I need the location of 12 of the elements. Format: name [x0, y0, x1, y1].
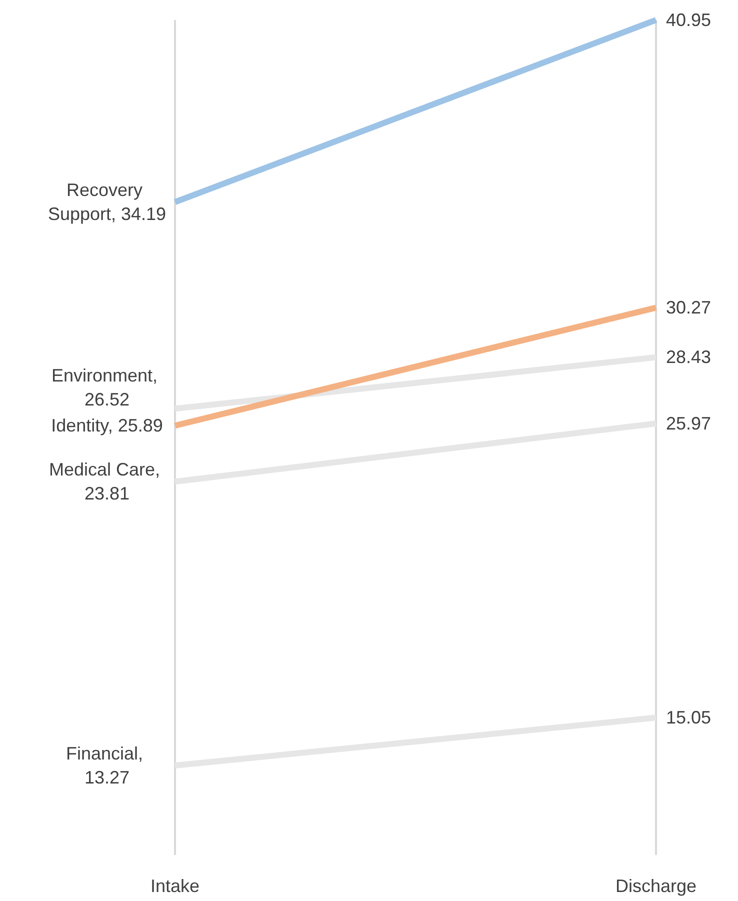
- data-label: Environment, 26.52: [51, 366, 163, 410]
- data-label: Medical Care, 23.81: [48, 460, 166, 504]
- data-label: Financial, 13.27: [66, 744, 148, 788]
- data-label: Identity, 25.89: [51, 416, 163, 436]
- data-label: 28.43: [666, 347, 712, 368]
- data-label: 40.95: [666, 10, 712, 30]
- data-label: 30.27: [666, 298, 712, 318]
- x-tick-label: Intake: [150, 876, 200, 896]
- x-tick-label: Discharge: [615, 876, 697, 896]
- data-label: 25.97: [666, 413, 712, 434]
- data-label: 15.05: [666, 708, 712, 728]
- data-label: Recovery Support, 34.19: [48, 180, 166, 224]
